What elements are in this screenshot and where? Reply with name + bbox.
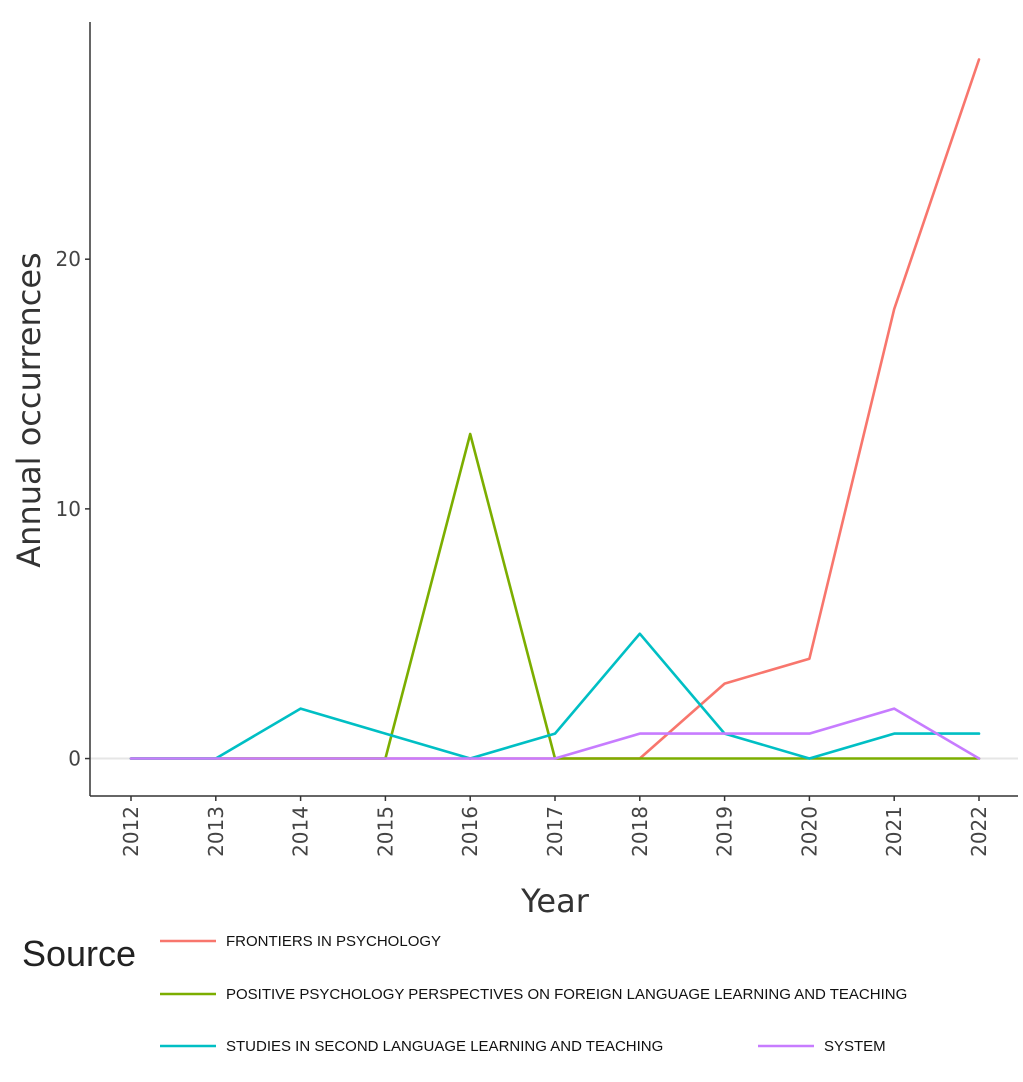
y-tick-label: 20 [56, 247, 81, 271]
x-tick-label: 2015 [373, 806, 397, 857]
x-tick-label: 2013 [204, 806, 228, 857]
x-tick-label: 2014 [289, 806, 313, 857]
y-tick-label: 0 [68, 747, 81, 771]
x-axis-title: Year [520, 882, 590, 920]
legend-label-3: STUDIES IN SECOND LANGUAGE LEARNING AND … [226, 1038, 663, 1055]
x-tick-label: 2012 [119, 806, 143, 857]
legend-title: Source [22, 933, 136, 974]
x-tick-label: 2017 [543, 806, 567, 857]
legend-label-1: FRONTIERS IN PSYCHOLOGY [226, 933, 441, 950]
x-tick-label: 2019 [713, 806, 737, 857]
series-layer [129, 58, 981, 760]
series-line-4 [129, 707, 981, 760]
x-tick-label: 2022 [967, 806, 991, 857]
series-line-1 [129, 58, 981, 760]
x-tick-label: 2020 [797, 806, 821, 857]
legend-label-4: SYSTEM [824, 1038, 886, 1055]
y-axis-title: Annual occurrences [10, 252, 48, 567]
legend: Source FRONTIERS IN PSYCHOLOGY POSITIVE P… [22, 933, 907, 1055]
series-line-3 [129, 632, 981, 760]
y-tick-label: 10 [56, 497, 81, 521]
legend-label-2: POSITIVE PSYCHOLOGY PERSPECTIVES ON FORE… [226, 986, 907, 1003]
x-tick-label: 2018 [628, 806, 652, 857]
x-tick-label: 2016 [458, 806, 482, 857]
axes: 0 10 20 2012 2013 2014 2015 2016 2017 2018 2019 202… [56, 22, 1018, 857]
x-tick-label: 2021 [882, 806, 906, 857]
